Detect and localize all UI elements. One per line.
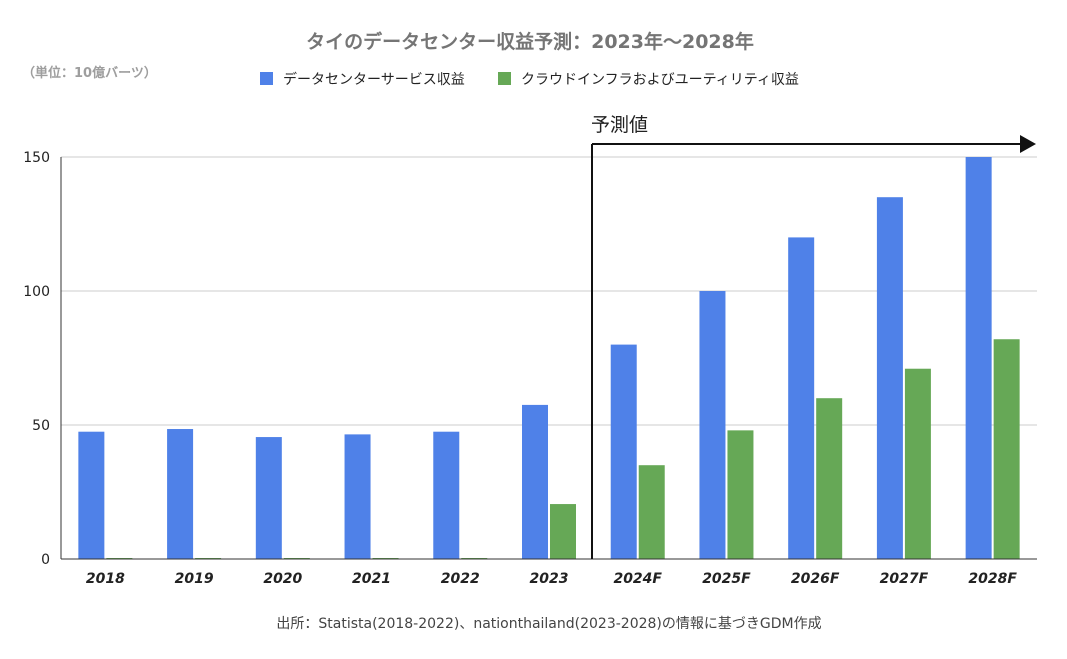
x-tick-label: 2018 (86, 571, 125, 587)
x-tick-label: 2027F (880, 571, 929, 587)
x-tick-label: 2021 (352, 571, 391, 587)
legend-swatch-service (260, 72, 273, 85)
bar-service-2023 (522, 404, 548, 559)
source-note: 出所：Statista(2018-2022)、nationthailand(20… (276, 615, 821, 632)
x-tick-label: 2025F (702, 571, 751, 587)
bar-cloud-2028F (993, 339, 1020, 559)
bar-cloud-2023 (550, 504, 576, 559)
bars (78, 157, 1020, 559)
bar-service-2018 (78, 431, 105, 559)
bar-service-2021 (344, 434, 371, 559)
x-tick-label: 2028F (968, 571, 1017, 587)
bar-cloud-2025F (727, 430, 754, 559)
x-tick-label: 2020 (263, 571, 302, 587)
unit-label: （単位：10億バーツ） (22, 65, 157, 81)
bar-service-2025F (699, 291, 726, 559)
legend-label-service: データセンターサービス収益 (283, 71, 465, 88)
bar-service-2028F (965, 157, 992, 559)
x-axis-ticks: 2018 2019 2020 2021 2022 2023 2024F 2025F 2026F 2… (86, 571, 1017, 587)
bar-service-2024F (610, 344, 637, 559)
y-tick-label: 100 (23, 284, 50, 300)
bar-service-2027F (876, 197, 903, 559)
bar-cloud-2024F (638, 465, 665, 559)
gridlines (61, 156, 1037, 426)
forecast-annotation: 予測値 (591, 114, 1036, 559)
x-tick-label: 2023 (530, 571, 569, 587)
y-tick-label: 150 (23, 150, 50, 166)
legend: データセンターサービス収益 クラウドインフラおよびユーティリティ収益 (260, 71, 799, 88)
x-tick-label: 2022 (441, 571, 480, 587)
y-tick-label: 50 (32, 418, 50, 434)
x-tick-label: 2019 (175, 571, 214, 587)
legend-swatch-cloud (498, 72, 511, 85)
forecast-arrow-head (1020, 135, 1036, 153)
bar-cloud-2027F (904, 368, 931, 559)
bar-service-2022 (433, 431, 460, 559)
y-tick-label: 0 (41, 552, 50, 568)
bar-service-2026F (788, 237, 815, 559)
x-tick-label: 2024F (613, 571, 662, 587)
bar-service-2020 (255, 437, 282, 559)
x-tick-label: 2026F (791, 571, 840, 587)
legend-label-cloud: クラウドインフラおよびユーティリティ収益 (521, 72, 799, 88)
forecast-label: 予測値 (591, 114, 648, 136)
bar-cloud-2026F (816, 398, 843, 559)
y-axis-ticks: 0 50 100 150 (23, 150, 50, 568)
chart-title: タイのデータセンター収益予測：2023年〜2028年 (306, 30, 754, 53)
bar-service-2019 (167, 429, 194, 559)
